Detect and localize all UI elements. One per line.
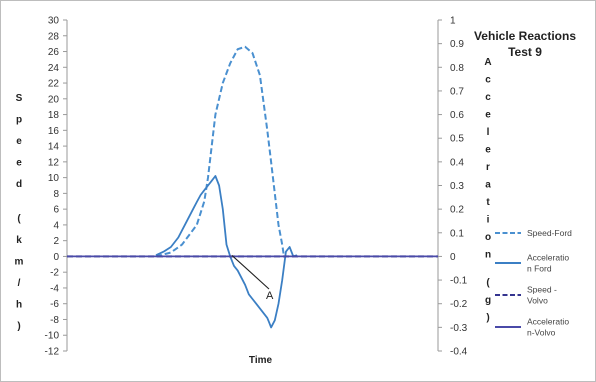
y2-tick-label: 0.3 <box>450 181 464 192</box>
y2-tick-label: 0.2 <box>450 205 464 216</box>
annotation-leader-line <box>231 255 270 290</box>
y2-axis-title-char: t <box>486 197 490 208</box>
x-axis-title: Time <box>249 355 273 366</box>
y2-tick-label: 0.9 <box>450 39 464 50</box>
y-axis-title-char: k <box>16 235 22 246</box>
y2-tick-label: -0.2 <box>450 299 468 310</box>
y-tick-label: -4 <box>50 283 59 294</box>
y2-axis-title-char: n <box>485 250 491 261</box>
y-tick-label: 12 <box>48 157 60 168</box>
y-tick-label: 6 <box>53 205 59 216</box>
legend-label: Acceleratio <box>527 253 569 263</box>
annotation-label: A <box>266 290 274 302</box>
y2-tick-label: 0.7 <box>450 86 464 97</box>
y-tick-label: 20 <box>48 94 60 105</box>
y-tick-label: 22 <box>48 79 60 90</box>
y2-axis-title-char: e <box>485 110 491 121</box>
y2-tick-label: -0.1 <box>450 276 468 287</box>
y2-tick-label: 1 <box>450 16 456 27</box>
y-axis-title-char: / <box>18 278 21 289</box>
y-tick-label: 2 <box>53 236 59 247</box>
y-axis-title-char: h <box>16 299 22 310</box>
y-tick-label: 24 <box>48 63 60 74</box>
annotation: A <box>231 255 274 302</box>
y-tick-label: 28 <box>48 31 60 42</box>
y-axis-title-char: S <box>16 93 23 104</box>
y-tick-label: -10 <box>45 331 60 342</box>
y-tick-label: 18 <box>48 110 60 121</box>
y-axis-title-char: p <box>16 115 22 126</box>
y2-tick-label: 0.4 <box>450 157 464 168</box>
series-group <box>67 45 438 329</box>
y-tick-label: 26 <box>48 47 60 58</box>
legend-label: Speed - <box>527 285 557 295</box>
y2-tick-label: -0.3 <box>450 323 468 334</box>
y2-tick-label: 0.1 <box>450 228 464 239</box>
y2-axis-title-char: e <box>485 145 491 156</box>
y-tick-label: 10 <box>48 173 60 184</box>
y2-tick-label: -0.4 <box>450 347 468 358</box>
y2-axis-title-char: r <box>486 162 490 173</box>
y-tick-label: -8 <box>50 315 59 326</box>
series-line-acceleration-ford <box>155 175 298 329</box>
legend-label: n Ford <box>527 264 552 274</box>
y2-axis-title-char: o <box>485 232 491 243</box>
series-line-speed-ford <box>155 45 285 258</box>
y-tick-label: 16 <box>48 126 60 137</box>
y-axis-title-char: e <box>16 158 22 169</box>
y2-axis-title-char: a <box>485 180 491 191</box>
y2-tick-label: 0.6 <box>450 110 464 121</box>
y2-tick-label: 0.8 <box>450 63 464 74</box>
y2-axis-title-char: A <box>484 57 491 68</box>
y-axis-title-char: ( <box>17 213 21 224</box>
y2-axis-title-char: ) <box>486 313 489 324</box>
y2-axis-title-char: i <box>487 215 490 226</box>
y-tick-label: 0 <box>53 252 59 263</box>
y-tick-label: 30 <box>48 16 60 27</box>
y-axis-title-char: m <box>15 256 24 267</box>
legend-label: Volvo <box>527 296 548 306</box>
y2-axis-title-char: g <box>485 295 491 306</box>
y2-axis-title-char: ( <box>486 278 490 289</box>
y-axis-title-char: d <box>16 179 22 190</box>
y-tick-label: 8 <box>53 189 59 200</box>
y2-tick-label: 0.5 <box>450 134 464 145</box>
legend-label: Speed-Ford <box>527 228 572 238</box>
y-axis-right: 1 0.9 0.8 0.7 0.6 0.5 0.4 0.3 0.2 0.1 0 -0.1 -0.2 -0.… <box>437 16 492 358</box>
y-axis-title: Speed(km/h) <box>15 93 24 332</box>
y-tick-label: 14 <box>48 142 60 153</box>
y-axis-title-char: e <box>16 136 22 147</box>
y-tick-label: -2 <box>50 268 59 279</box>
chart-title-line: Test 9 <box>508 45 542 59</box>
legend-label: n-Volvo <box>527 328 556 338</box>
chart-title-line: Vehicle Reactions <box>474 29 576 43</box>
y-tick-label: -6 <box>50 299 59 310</box>
y-tick-label: -12 <box>45 347 60 358</box>
y2-tick-label: 0 <box>450 252 456 263</box>
x-axis: Time <box>67 255 438 366</box>
y-tick-label: 4 <box>53 220 59 231</box>
y2-axis-title-char: c <box>485 92 491 103</box>
y2-axis-title-char: c <box>485 75 491 86</box>
y2-axis-title-char: l <box>487 127 490 138</box>
y-axis-left: 302826242220181614121086420-2-4-6-8-10-1… <box>15 16 68 358</box>
legend-label: Acceleratio <box>527 317 569 327</box>
y-axis-title-char: ) <box>17 321 20 332</box>
chart-title: Vehicle Reactions Test 9 <box>474 29 576 59</box>
